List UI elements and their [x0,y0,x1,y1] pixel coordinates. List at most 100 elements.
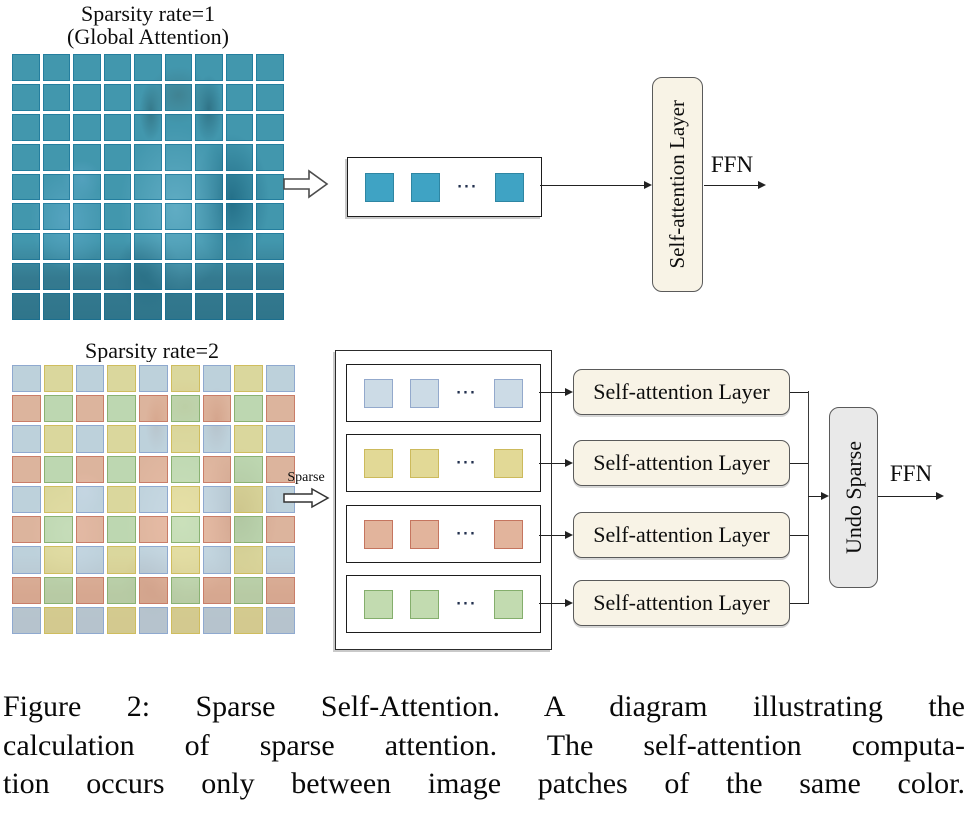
image-patch [103,203,132,231]
image-patch [12,113,40,141]
flow-line [539,463,566,464]
image-patch [195,293,223,320]
image-patch [256,293,284,320]
image-patch [134,143,162,171]
arrowhead-icon [565,531,573,539]
image-patch [170,455,200,483]
patch-token [410,378,440,408]
self-attention-layer-label: Self-attention Layer [593,450,770,475]
image-patch [12,203,40,231]
image-patch [134,293,162,320]
image-patch [42,83,71,111]
image-patch [42,233,71,261]
image-patch [256,203,284,231]
self-attention-layer-label: Self-attention Layer [593,522,770,547]
image-patch [134,263,162,291]
merge-bus-line [808,391,809,603]
image-patch [12,293,40,320]
patch-token [364,519,394,549]
image-patch [12,83,40,111]
image-patch [202,485,232,514]
image-patch [164,83,193,111]
image-patch [42,293,71,320]
image-patch [170,485,200,514]
image-patch [139,606,168,634]
image-patch [12,425,41,453]
image-patch [75,606,105,634]
image-patch [43,485,73,514]
patch-token [493,519,523,549]
image-patch [234,546,264,574]
flow-line [878,496,938,497]
image-patch [43,546,73,574]
ffn-label: FFN [889,461,933,486]
image-patch [42,203,71,231]
image-patch [75,395,105,423]
sparse-arrow-label: Sparse [287,470,325,485]
image-patch [43,455,73,483]
sparse-block-arrow-icon [283,487,330,509]
image-patch [139,576,168,604]
arrowhead-icon [565,388,573,396]
image-patch [75,365,105,393]
flow-line [540,185,644,186]
image-patch [164,113,193,141]
image-patch [134,113,162,141]
self-attention-layer-label: Self-attention Layer [665,100,689,269]
patch-token [493,448,523,478]
right-block-arrow-icon [283,169,329,199]
image-patch [170,576,200,604]
ellipsis: ··· [456,596,477,612]
image-patch [107,485,137,514]
image-patch [12,173,40,201]
image-patch [202,546,232,574]
image-patch [256,143,284,171]
flow-line [790,463,809,464]
self-attention-layer-box: Self-attention Layer [573,512,790,558]
image-patch [12,365,41,393]
image-patch [134,173,162,201]
image-patch [225,263,254,291]
image-patch [134,54,162,81]
patch-token [410,589,440,619]
image-patch [73,143,101,171]
flow-line [790,535,809,536]
caption-line: Figure 2: Sparse Self-Attention. A diagr… [3,690,965,723]
image-patch [202,395,232,423]
image-patch [43,395,73,423]
image-patch [202,516,232,544]
image-patch [266,606,295,634]
group-token-sequence-box: ··· [346,575,541,633]
image-patch [225,54,254,81]
ellipsis: ··· [456,455,477,471]
flow-line [808,496,822,497]
image-patch [234,395,264,423]
image-patch [107,606,137,634]
image-patch [103,54,132,81]
image-patch [139,516,168,544]
image-patch [12,395,41,423]
image-patch [266,455,295,483]
flow-line [539,392,566,393]
image-patch [73,113,101,141]
image-patch [195,143,223,171]
image-patch [103,83,132,111]
image-patch [75,455,105,483]
patch-token [493,589,523,619]
self-attention-layer-box: Self-attention Layer [573,369,790,415]
image-patch [225,113,254,141]
image-patch [12,455,41,483]
image-patch [73,173,101,201]
image-patch [256,113,284,141]
image-patch [103,293,132,320]
image-patch [266,395,295,423]
flow-line [704,185,760,186]
image-patch [170,365,200,393]
grouped-sequences-box [335,350,552,650]
arrowhead-icon [758,181,766,189]
image-patch [195,173,223,201]
arrowhead-icon [936,492,944,500]
image-patch [256,83,284,111]
image-patch [234,425,264,453]
image-patch [266,516,295,544]
